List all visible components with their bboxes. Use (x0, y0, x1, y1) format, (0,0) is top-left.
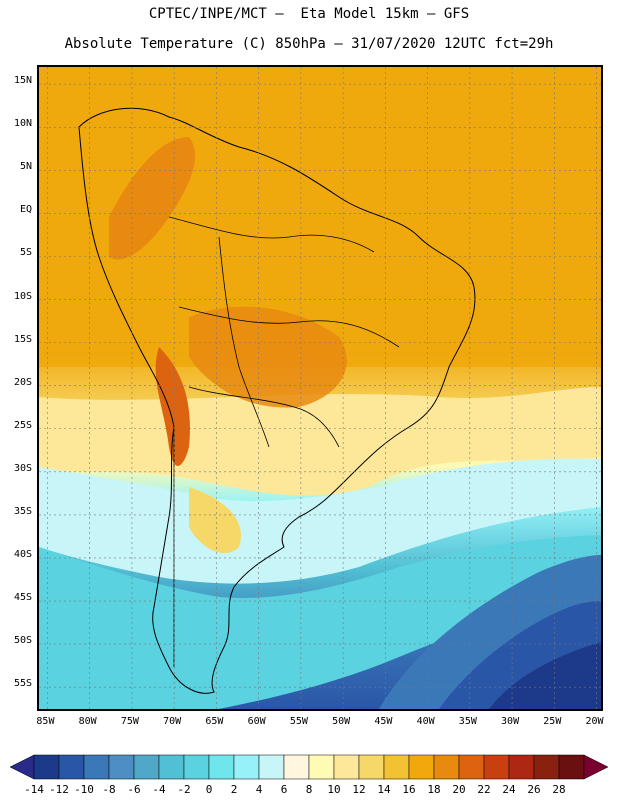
lat-label: 45S (13, 592, 32, 604)
lat-label: 10S (13, 290, 32, 302)
colorbar (10, 754, 608, 780)
colorbar-swatch (333, 754, 360, 780)
map-subtitle: Absolute Temperature (C) 850hPa – 31/07/… (64, 36, 554, 52)
lat-label: 55S (13, 678, 32, 690)
colorbar-swatch (533, 754, 560, 780)
lat-label: 10N (13, 118, 32, 130)
colorbar-label: 2 (230, 783, 238, 796)
lat-label: 20S (13, 376, 32, 388)
lon-label: 80W (78, 716, 97, 727)
colorbar-swatch (83, 754, 110, 780)
colorbar-label: 28 (552, 783, 566, 796)
border-interior (218, 236, 270, 448)
colorbar-label: 18 (427, 783, 441, 796)
field-patagonia-warm (189, 487, 241, 554)
colorbar-swatch (508, 754, 535, 780)
lon-label: 30W (501, 716, 520, 727)
colorbar-high-arrow (583, 754, 608, 780)
lon-label: 35W (458, 716, 477, 727)
colorbar-swatch (408, 754, 435, 780)
field-warm-andes-north (109, 137, 196, 260)
colorbar-swatch (358, 754, 385, 780)
field-cold-core-center (489, 642, 601, 709)
colorbar-label: -6 (127, 783, 141, 796)
colorbar-swatch (208, 754, 235, 780)
colorbar-swatch (483, 754, 510, 780)
lon-label: 40W (416, 716, 435, 727)
lat-label: EQ (19, 204, 32, 216)
colorbar-swatch (108, 754, 135, 780)
colorbar-label: 10 (327, 783, 341, 796)
temperature-field (39, 67, 601, 709)
colorbar-label: -12 (49, 783, 69, 796)
colorbar-label: 22 (477, 783, 491, 796)
lon-label: 55W (289, 716, 308, 727)
lat-label: 25S (13, 419, 32, 431)
field-cold (39, 535, 601, 709)
colorbar-label: 4 (255, 783, 263, 796)
colorbar-label: -2 (177, 783, 191, 796)
border-north (168, 216, 375, 253)
colorbar-label: -8 (102, 783, 116, 796)
lat-label: 40S (13, 548, 32, 560)
lat-label: 5N (19, 161, 32, 173)
colorbar-swatch (308, 754, 335, 780)
colorbar-label: -10 (74, 783, 94, 796)
colorbar-label: 12 (352, 783, 366, 796)
lon-label: 60W (247, 716, 266, 727)
colorbar-label: 0 (205, 783, 213, 796)
lon-label: 65W (205, 716, 224, 727)
field-warm-interior (189, 306, 347, 408)
lat-label: 35S (13, 505, 32, 517)
colorbar-label: -14 (24, 783, 44, 796)
lon-label: 25W (543, 716, 562, 727)
colorbar-label: 14 (377, 783, 391, 796)
colorbar-swatch (458, 754, 485, 780)
border-central (178, 306, 400, 348)
lat-label: 15N (13, 75, 32, 87)
lon-label: 50W (332, 716, 351, 727)
lat-label: 50S (13, 635, 32, 647)
colorbar-label: 6 (280, 783, 288, 796)
field-cool (39, 458, 601, 584)
lon-label: 70W (163, 716, 182, 727)
colorbar-swatch (183, 754, 210, 780)
lon-label: 85W (36, 716, 55, 727)
colorbar-swatch (383, 754, 410, 780)
map-panel (37, 65, 603, 711)
colorbar-swatch (433, 754, 460, 780)
lon-label: 75W (120, 716, 139, 727)
colorbar-swatch (58, 754, 85, 780)
colorbar-label: 16 (402, 783, 416, 796)
map-title: CPTEC/INPE/MCT – Eta Model 15km – GFS (148, 6, 470, 22)
lat-label: 15S (13, 333, 32, 345)
field-warm-andes-south (155, 347, 190, 466)
colorbar-swatch (133, 754, 160, 780)
colorbar-low-arrow (10, 754, 35, 780)
graticule (39, 67, 601, 709)
colorbar-swatch (283, 754, 310, 780)
colorbar-swatch (233, 754, 260, 780)
colorbar-label: 8 (305, 783, 313, 796)
colorbar-label: 20 (452, 783, 466, 796)
colorbar-label: -4 (152, 783, 166, 796)
lat-label: 5S (19, 247, 32, 259)
lat-label: 30S (13, 462, 32, 474)
colorbar-swatch (33, 754, 60, 780)
colorbar-label: 26 (527, 783, 541, 796)
lon-label: 20W (585, 716, 604, 727)
border-south (188, 386, 340, 448)
colorbar-swatch (558, 754, 585, 780)
colorbar-label: 24 (502, 783, 516, 796)
colorbar-swatch (158, 754, 185, 780)
colorbar-swatch (258, 754, 285, 780)
lon-label: 45W (374, 716, 393, 727)
